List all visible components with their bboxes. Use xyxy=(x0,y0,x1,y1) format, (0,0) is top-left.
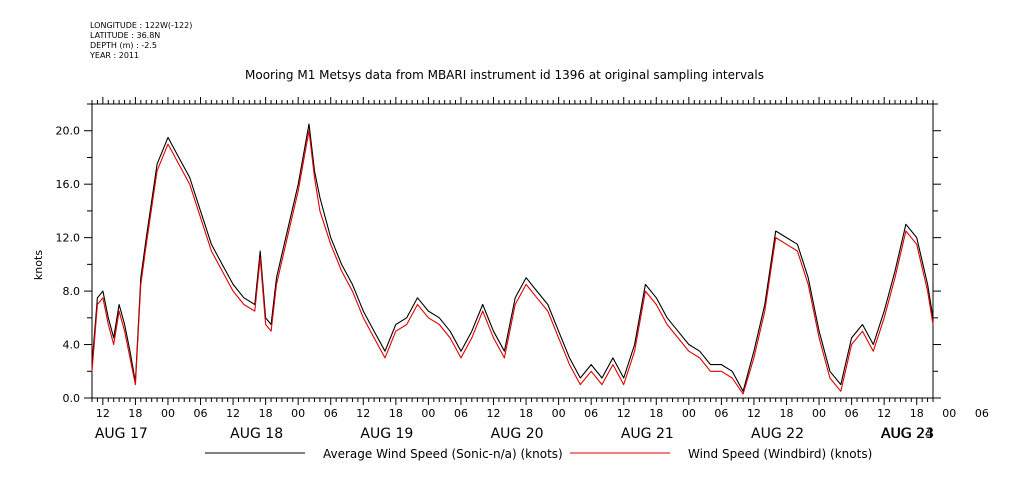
date-label: AUG 18 xyxy=(230,426,283,442)
x-tick-label: 00 xyxy=(161,407,175,420)
x-tick-label: 06 xyxy=(714,407,728,420)
series-line-2 xyxy=(91,130,934,395)
x-tick-label: 18 xyxy=(649,407,663,420)
x-tick-label: 12 xyxy=(226,407,240,420)
x-tick-label: 06 xyxy=(194,407,208,420)
series-lines xyxy=(91,123,934,395)
legend-label-2: Wind Speed (Windbird) (knots) xyxy=(688,447,872,461)
y-axis-label: knots xyxy=(32,250,45,280)
x-tick-label: 06 xyxy=(454,407,468,420)
x-tick-label: 00 xyxy=(682,407,696,420)
latitude-text: LATITUDE : 36.8N xyxy=(90,31,161,40)
date-label: AUG 22 xyxy=(751,426,804,442)
x-tick-label: 18 xyxy=(128,407,142,420)
date-label: AUG 23 xyxy=(881,426,934,442)
x-tick-label: 12 xyxy=(96,407,110,420)
x-tick-label: 00 xyxy=(942,407,956,420)
x-tick-label: 12 xyxy=(617,407,631,420)
x-tick-label: 18 xyxy=(910,407,924,420)
legend-label-1: Average Wind Speed (Sonic-n/a) (knots) xyxy=(323,447,563,461)
metadata-block: LONGITUDE : 122W(-122) LATITUDE : 36.8N … xyxy=(90,21,192,61)
x-tick-label: 06 xyxy=(975,407,989,420)
y-tick-label: 4.0 xyxy=(63,339,81,352)
depth-text: DEPTH (m) : -2.5 xyxy=(90,41,157,50)
year-text: YEAR : 2011 xyxy=(90,51,140,60)
chart-title: Mooring M1 Metsys data from MBARI instru… xyxy=(245,68,764,82)
plot-frame xyxy=(91,103,934,399)
date-label: AUG 24 xyxy=(881,426,934,442)
x-tick-label: 18 xyxy=(519,407,533,420)
axis-labels: 0.0 4.0 8.0 12.0 16.0 20.0 12 18 00 06 12 18 00 06 12 1… xyxy=(32,125,989,442)
y-tick-label: 8.0 xyxy=(63,285,81,298)
y-tick-label: 20.0 xyxy=(56,125,81,138)
y-tick-label: 16.0 xyxy=(56,178,81,191)
x-tick-label: 06 xyxy=(584,407,598,420)
x-tick-label: 12 xyxy=(356,407,370,420)
x-tick-label: 12 xyxy=(877,407,891,420)
x-tick-label: 00 xyxy=(421,407,435,420)
y-tick-label: 0.0 xyxy=(63,392,81,405)
x-tick-label: 12 xyxy=(747,407,761,420)
x-tick-label: 18 xyxy=(259,407,273,420)
x-tick-label: 00 xyxy=(291,407,305,420)
x-tick-label: 00 xyxy=(812,407,826,420)
plot-border xyxy=(91,103,934,399)
date-label: AUG 19 xyxy=(360,426,413,442)
x-tick-label: 18 xyxy=(780,407,794,420)
legend: Average Wind Speed (Sonic-n/a) (knots) Wi… xyxy=(205,447,872,461)
x-tick-label: 12 xyxy=(487,407,501,420)
date-label: AUG 20 xyxy=(491,426,544,442)
axis-ticks xyxy=(84,97,941,405)
x-tick-label: 06 xyxy=(324,407,338,420)
x-tick-label: 18 xyxy=(389,407,403,420)
y-tick-label: 12.0 xyxy=(56,232,81,245)
longitude-text: LONGITUDE : 122W(-122) xyxy=(90,21,193,30)
date-label: AUG 21 xyxy=(621,426,674,442)
x-tick-label: 00 xyxy=(552,407,566,420)
series-line-1 xyxy=(91,123,934,392)
date-label: AUG 17 xyxy=(95,426,148,442)
x-tick-label: 06 xyxy=(845,407,859,420)
